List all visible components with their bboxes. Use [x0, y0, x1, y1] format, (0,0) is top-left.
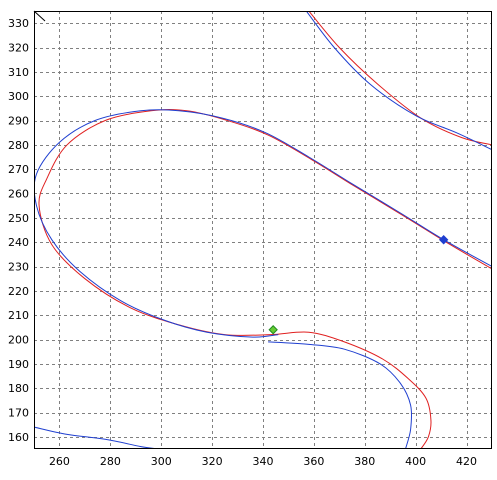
x-tick-label: 280	[100, 455, 121, 468]
y-tick-label: 200	[8, 334, 29, 347]
y-tick-label: 250	[8, 212, 29, 225]
grid	[34, 11, 492, 449]
x-tick-label: 300	[151, 455, 172, 468]
series-2-line	[35, 426, 155, 448]
y-tick-label: 330	[8, 17, 29, 30]
x-tick-label: 380	[354, 455, 375, 468]
y-tick-label: 160	[8, 431, 29, 444]
corner-line	[33, 10, 46, 22]
marker-point-2	[438, 235, 449, 245]
x-tick-label: 360	[303, 455, 324, 468]
y-tick-label: 280	[8, 139, 29, 152]
y-tick-label: 310	[8, 66, 29, 79]
series-2-line	[268, 341, 413, 448]
y-tick-label: 170	[8, 407, 29, 420]
y-tick-label: 300	[8, 90, 29, 103]
y-tick-label: 240	[8, 236, 29, 249]
y-tick-label: 290	[8, 115, 29, 128]
y-tick-label: 190	[8, 358, 29, 371]
x-tick-label: 260	[49, 455, 70, 468]
y-tick-label: 180	[8, 382, 29, 395]
marker-point-1	[268, 325, 278, 335]
x-tick-label: 420	[456, 455, 477, 468]
series-2-line	[35, 109, 491, 338]
plot-frame	[34, 11, 492, 449]
y-tick-label: 270	[8, 163, 29, 176]
y-tick-label: 320	[8, 42, 29, 55]
series-2-line	[306, 12, 491, 150]
x-tick-label: 320	[202, 455, 223, 468]
y-tick-label: 210	[8, 309, 29, 322]
y-axis: 160 170 180 190 200 210 220 230 240 250 260 270 280 2…	[8, 17, 29, 444]
y-tick-label: 230	[8, 261, 29, 274]
series-group	[35, 12, 491, 448]
markers-group	[268, 235, 449, 335]
series-1-line	[38, 109, 491, 448]
x-tick-label: 400	[405, 455, 426, 468]
y-tick-label: 220	[8, 285, 29, 298]
x-tick-label: 340	[253, 455, 274, 468]
x-axis: 260 280 300 320 340 360 380 400 420	[49, 455, 477, 468]
series-1-line	[308, 12, 491, 146]
y-tick-label: 260	[8, 188, 29, 201]
